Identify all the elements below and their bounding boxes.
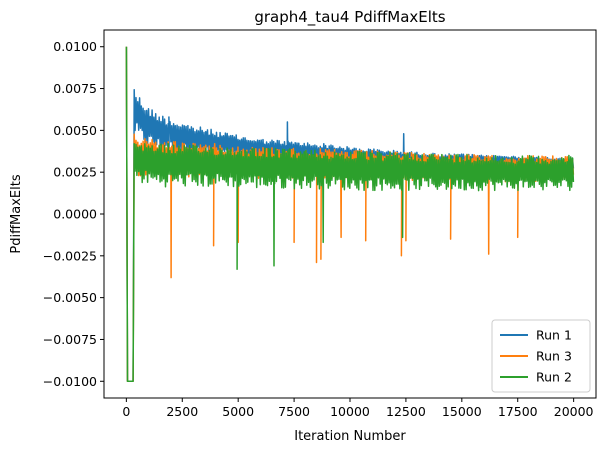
x-tick-label: 12500 xyxy=(386,404,426,419)
y-tick-label: −0.0100 xyxy=(43,374,97,389)
series-line xyxy=(125,46,575,383)
y-axis-label: PdiffMaxElts xyxy=(9,174,24,253)
series-layer xyxy=(125,46,575,383)
legend-label: Run 1 xyxy=(536,328,572,343)
x-tick-label: 20000 xyxy=(554,404,594,419)
y-tick-label: −0.0075 xyxy=(43,332,97,347)
chart-title: graph4_tau4 PdiffMaxElts xyxy=(254,8,445,27)
y-tick-label: 0.0000 xyxy=(53,207,97,222)
x-tick-label: 0 xyxy=(122,404,130,419)
y-axis: −0.0100 −0.0075 −0.0050 −0.0025 0.0000 0.0025… xyxy=(43,39,104,389)
x-tick-label: 15000 xyxy=(442,404,482,419)
legend-label: Run 2 xyxy=(536,370,572,385)
x-tick-label: 7500 xyxy=(278,404,310,419)
x-tick-label: 2500 xyxy=(166,404,198,419)
x-tick-label: 10000 xyxy=(330,404,370,419)
legend-box xyxy=(491,319,591,393)
legend-label: Run 3 xyxy=(536,349,572,364)
x-axis-label: Iteration Number xyxy=(294,429,406,444)
legend: Run 1 Run 3 Run 2 xyxy=(491,319,591,393)
x-tick-label: 5000 xyxy=(222,404,254,419)
x-tick-label: 17500 xyxy=(498,404,538,419)
series-run-2 xyxy=(125,46,575,383)
y-tick-label: 0.0025 xyxy=(53,165,97,180)
y-tick-label: −0.0050 xyxy=(43,290,97,305)
y-tick-label: −0.0025 xyxy=(43,248,97,263)
y-tick-label: 0.0050 xyxy=(53,123,97,138)
y-tick-label: 0.0100 xyxy=(53,39,97,54)
y-tick-label: 0.0075 xyxy=(53,81,97,96)
x-axis: 0 2500 5000 7500 10000 12500 15000 17500 20000 xyxy=(122,398,594,419)
